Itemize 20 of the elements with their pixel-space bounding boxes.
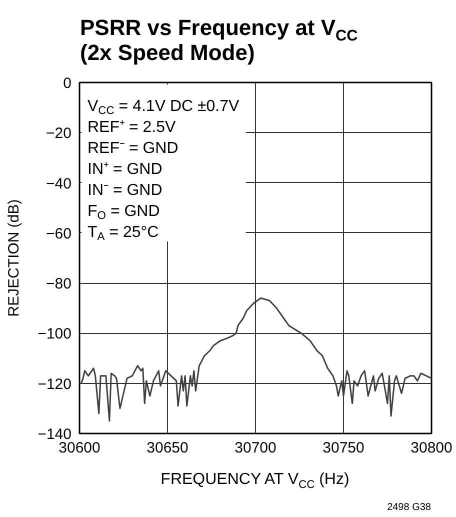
y-axis-title: REJECTION (dB) — [6, 199, 23, 317]
y-tick-label: 0 — [63, 75, 72, 92]
y-tick-label: −40 — [46, 175, 72, 192]
text: 2498 G38 — [386, 501, 431, 514]
chart-title: PSRR vs Frequency at V$_{CC}$ (2x Speed Mode) — [80, 15, 358, 65]
y-tick-label: −60 — [46, 225, 72, 242]
y-tick-label: −100 — [38, 326, 72, 343]
x-tick-label: 30700 — [234, 440, 276, 456]
x-axis-title: FREQUENCY AT V$_{CC}$ (Hz) — [160, 470, 350, 492]
annotation: REF⁺ = 2.5V — [88, 119, 176, 136]
x-tick-label: 30650 — [146, 440, 188, 456]
y-tick-label: −80 — [46, 276, 72, 293]
annotation: REF⁻ = GND — [88, 140, 178, 157]
annotation: IN⁻ = GND — [88, 182, 162, 199]
x-tick-label: 30750 — [322, 440, 364, 456]
annotation: IN⁺ = GND — [88, 161, 162, 178]
y-tick-label: −20 — [46, 125, 72, 142]
line-series — [80, 297, 432, 422]
x-tick-label: 30800 — [410, 440, 452, 456]
y-tick-label: −120 — [38, 376, 72, 393]
